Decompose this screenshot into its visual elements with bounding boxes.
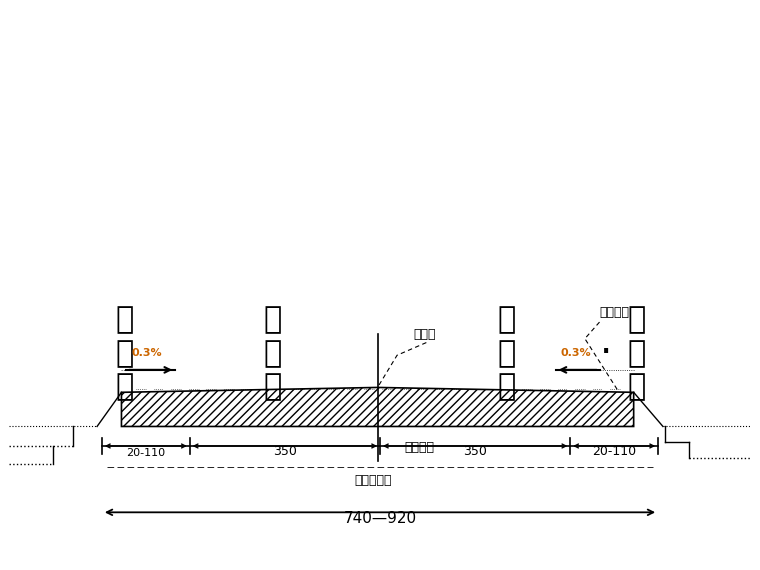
Text: 白色黄线: 白色黄线 xyxy=(600,306,629,319)
Text: 土
路
肩: 土 路 肩 xyxy=(628,305,646,401)
Text: 0.3%: 0.3% xyxy=(560,348,591,358)
Text: 0.3%: 0.3% xyxy=(131,348,162,358)
Text: 20-110: 20-110 xyxy=(126,447,166,458)
Text: 350: 350 xyxy=(273,445,297,458)
Text: 现状路基: 现状路基 xyxy=(404,441,434,454)
Text: 老路中心线: 老路中心线 xyxy=(354,474,391,487)
Text: 20-110: 20-110 xyxy=(592,445,636,458)
Text: 行
车
道: 行 车 道 xyxy=(498,305,516,401)
Text: 740—920: 740—920 xyxy=(344,511,416,526)
Text: 350: 350 xyxy=(463,445,487,458)
Text: 行
车
道: 行 车 道 xyxy=(264,305,282,401)
Text: 单黄线: 单黄线 xyxy=(413,328,436,341)
Polygon shape xyxy=(122,388,634,426)
Text: ·: · xyxy=(600,334,613,372)
Text: 土
路
肩: 土 路 肩 xyxy=(116,305,134,401)
